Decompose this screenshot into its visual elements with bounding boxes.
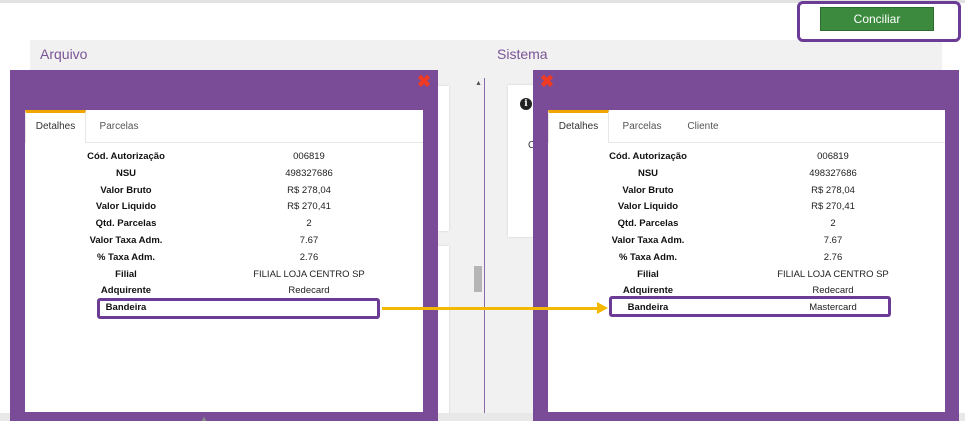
detail-value: 7.67 (299, 235, 319, 246)
detail-value: FILIAL LOJA CENTRO SP (777, 268, 889, 280)
detail-value: 2.76 (823, 251, 843, 263)
arquivo-section-title: Arquivo (40, 46, 88, 62)
tab-detalhes[interactable]: Detalhes (25, 110, 86, 143)
detail-value: 2 (830, 218, 836, 230)
detail-row: Filial FILIAL LOJA CENTRO SP (548, 267, 945, 283)
detail-row: Filial FILIAL LOJA CENTRO SP (25, 267, 423, 283)
detail-row: Cód. Autorização 006819 (25, 149, 423, 165)
detail-row: NSU 498327686 (548, 166, 945, 182)
detail-label: Qtd. Parcelas (95, 218, 157, 230)
arrow-head-icon (597, 302, 608, 314)
detail-label: Adquirente (622, 285, 674, 297)
detail-label: Bandeira (627, 302, 669, 314)
tab-parcelas[interactable]: Parcelas (99, 121, 139, 132)
detail-row: Qtd. Parcelas 2 (548, 216, 945, 232)
conciliar-highlight (797, 1, 961, 42)
detail-label: % Taxa Adm. (618, 251, 678, 263)
scroll-up-arrow-icon[interactable]: ▲ (475, 80, 482, 87)
detail-row: Adquirente Redecard (25, 283, 423, 299)
detail-label: NSU (637, 167, 659, 179)
detail-label: Valor Liquido (617, 201, 679, 213)
info-icon: i (520, 98, 532, 110)
detail-row: NSU 498327686 (25, 166, 423, 182)
detail-label: % Taxa Adm. (96, 251, 156, 263)
scrollbar[interactable]: ▲ (474, 80, 482, 415)
detail-label: Qtd. Parcelas (617, 218, 679, 230)
detail-value: 2.76 (299, 251, 319, 263)
detail-row: Valor Bruto R$ 278,04 (25, 183, 423, 199)
cursor-icon: ▲ (200, 414, 208, 423)
detail-label: Valor Taxa Adm. (611, 235, 685, 246)
close-icon[interactable]: ✖ (416, 72, 432, 91)
background-card (437, 86, 449, 231)
detail-value: 7.67 (823, 235, 843, 246)
detail-row: % Taxa Adm. 2.76 (25, 250, 423, 266)
detail-value: R$ 270,41 (287, 201, 331, 213)
detail-label: Filial (637, 268, 659, 280)
detail-label: Cód. Autorização (609, 151, 687, 162)
tab-parcelas[interactable]: Parcelas (622, 121, 662, 132)
partial-text: C (528, 140, 536, 151)
detail-label: Valor Liquido (95, 201, 157, 213)
detail-row: Bandeira (25, 300, 423, 316)
detail-label: Cód. Autorização (87, 151, 165, 162)
column-divider (484, 78, 485, 416)
detail-value: 006819 (293, 151, 325, 162)
detail-value: FILIAL LOJA CENTRO SP (253, 268, 365, 280)
tab-bar: Detalhes Parcelas (25, 110, 423, 143)
bottom-bar (0, 413, 965, 421)
modal-arquivo-details: ✖ Detalhes Parcelas Cód. Autorização 0068… (10, 70, 438, 421)
detail-value: R$ 270,41 (811, 201, 855, 213)
modal-sistema-details: ✖ Detalhes Parcelas Cliente Cód. Autoriz… (533, 70, 959, 421)
modal-content: Detalhes Parcelas Cliente Cód. Autorizaç… (548, 110, 945, 412)
detail-label: Adquirente (100, 285, 152, 297)
detail-row: Valor Bruto R$ 278,04 (548, 183, 945, 199)
detail-value: Redecard (812, 285, 854, 297)
detail-row: % Taxa Adm. 2.76 (548, 250, 945, 266)
close-icon[interactable]: ✖ (539, 72, 555, 91)
tab-bar: Detalhes Parcelas Cliente (548, 110, 945, 143)
tab-cliente[interactable]: Cliente (687, 121, 719, 132)
conciliar-button[interactable]: Conciliar (820, 7, 934, 31)
bandeira-highlight-left (97, 298, 380, 319)
detail-value: Mastercard (809, 302, 857, 314)
detail-value: 498327686 (809, 167, 857, 179)
detail-value: 498327686 (285, 167, 333, 179)
detail-value: 2 (306, 218, 312, 230)
detail-label: Valor Taxa Adm. (89, 235, 163, 246)
detail-label: Filial (115, 268, 137, 280)
detail-row: Adquirente Redecard (548, 283, 945, 299)
detail-value: Redecard (288, 285, 330, 297)
detail-row: Valor Liquido R$ 270,41 (548, 199, 945, 215)
detail-row: Valor Taxa Adm. 7.67 (25, 233, 423, 249)
comparison-arrow (382, 307, 598, 310)
background-card (437, 246, 449, 414)
detail-value: 006819 (817, 151, 849, 162)
detail-label: Valor Bruto (622, 184, 674, 196)
scrollbar-thumb[interactable] (474, 266, 482, 292)
bandeira-highlight-right (609, 296, 891, 317)
top-border (0, 0, 965, 3)
detail-value: R$ 278,04 (287, 184, 331, 196)
detail-label: NSU (115, 167, 137, 179)
modal-content: Detalhes Parcelas Cód. Autorização 006819… (25, 110, 423, 412)
detail-row: Bandeira Mastercard (548, 300, 945, 316)
detail-value: R$ 278,04 (811, 184, 855, 196)
detail-row: Valor Liquido R$ 270,41 (25, 199, 423, 215)
detail-row: Qtd. Parcelas 2 (25, 216, 423, 232)
detail-label: Valor Bruto (100, 184, 152, 196)
detail-label: Bandeira (105, 302, 147, 314)
sistema-section-title: Sistema (497, 46, 548, 62)
detail-row: Valor Taxa Adm. 7.67 (548, 233, 945, 249)
tab-detalhes[interactable]: Detalhes (548, 110, 609, 143)
detail-row: Cód. Autorização 006819 (548, 149, 945, 165)
